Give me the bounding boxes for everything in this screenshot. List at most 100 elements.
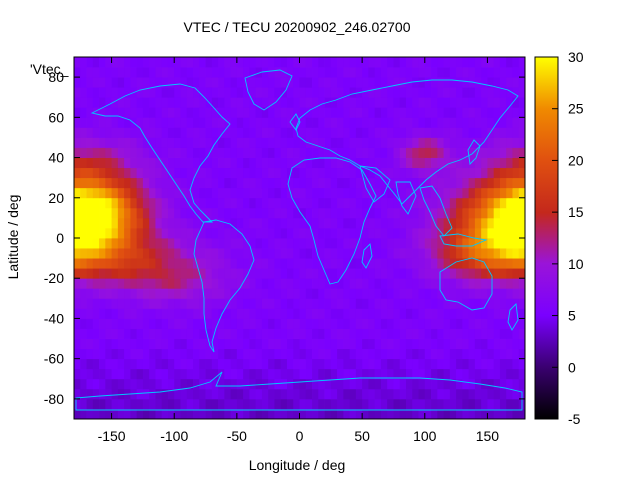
- heatmap-cell: [374, 127, 382, 138]
- heatmap-cell: [199, 137, 206, 148]
- heatmap-cell: [462, 238, 470, 249]
- heatmap-cell: [299, 227, 307, 239]
- heatmap-cell: [318, 97, 325, 108]
- heatmap-cell: [193, 268, 200, 279]
- heatmap-cell: [136, 127, 144, 138]
- heatmap-cell: [368, 157, 376, 169]
- heatmap-cell: [324, 227, 332, 239]
- colorbar-tick-label: -5: [568, 411, 581, 427]
- heatmap-cell: [512, 97, 520, 108]
- heatmap-cell: [468, 248, 476, 259]
- heatmap-cell: [261, 87, 269, 98]
- heatmap-cell: [211, 318, 219, 329]
- heatmap-cell: [136, 57, 144, 68]
- heatmap-cell: [318, 238, 325, 249]
- indonesia-coast: [439, 233, 488, 247]
- heatmap-cell: [368, 308, 376, 319]
- heatmap-cell: [449, 248, 457, 259]
- y-tick-label: -20: [44, 270, 64, 286]
- heatmap-cell: [117, 268, 125, 279]
- heatmap-cell: [224, 258, 231, 269]
- heatmap-cell: [280, 117, 288, 128]
- heatmap-cell: [274, 117, 282, 128]
- heatmap-cell: [142, 167, 150, 179]
- heatmap-cell: [218, 177, 225, 189]
- heatmap-cell: [456, 348, 463, 360]
- heatmap-cell: [224, 77, 231, 88]
- heatmap-cell: [343, 348, 351, 360]
- heatmap-cell: [431, 388, 438, 400]
- heatmap-cell: [474, 97, 482, 108]
- heatmap-cell: [349, 388, 357, 400]
- heatmap-cell: [261, 77, 269, 88]
- heatmap-cell: [111, 137, 119, 148]
- heatmap-cell: [330, 127, 338, 138]
- heatmap-cell: [249, 338, 257, 350]
- heatmap-cell: [199, 107, 206, 118]
- heatmap-cell: [481, 248, 488, 259]
- heatmap-cell: [437, 227, 444, 239]
- heatmap-cell: [167, 388, 175, 400]
- heatmap-cell: [111, 238, 119, 249]
- heatmap-cell: [437, 248, 444, 259]
- heatmap-cell: [149, 117, 156, 128]
- heatmap-cell: [111, 338, 119, 350]
- heatmap-cell: [456, 207, 463, 219]
- heatmap-cell: [330, 57, 338, 68]
- heatmap-cell: [487, 238, 495, 249]
- heatmap-cell: [362, 87, 369, 98]
- heatmap-cell: [130, 167, 138, 179]
- heatmap-cell: [487, 157, 495, 169]
- heatmap-cell: [230, 238, 238, 249]
- heatmap-cell: [424, 348, 432, 360]
- heatmap-cell: [249, 268, 257, 279]
- heatmap-cell: [318, 57, 325, 68]
- heatmap-cell: [324, 248, 332, 259]
- heatmap-cell: [399, 177, 407, 189]
- heatmap-cell: [324, 77, 332, 88]
- heatmap-cell: [274, 288, 282, 299]
- heatmap-cell: [499, 308, 507, 319]
- heatmap-cell: [174, 57, 181, 68]
- new-zealand-coast: [507, 303, 519, 331]
- heatmap-cell: [142, 97, 150, 108]
- heatmap-cell: [274, 378, 282, 390]
- heatmap-cell: [255, 197, 263, 209]
- heatmap-cell: [130, 358, 138, 370]
- heatmap-cell: [161, 328, 169, 339]
- heatmap-cell: [424, 117, 432, 128]
- heatmap-cell: [412, 388, 419, 400]
- heatmap-cell: [380, 328, 388, 339]
- heatmap-cell: [493, 167, 501, 179]
- heatmap-cell: [324, 137, 332, 148]
- heatmap-cell: [161, 117, 169, 128]
- heatmap-cell: [437, 97, 444, 108]
- heatmap-cell: [199, 298, 206, 309]
- heatmap-cell: [167, 67, 175, 78]
- heatmap-cell: [130, 338, 138, 350]
- heatmap-cell: [243, 398, 250, 410]
- heatmap-cell: [105, 157, 112, 169]
- heatmap-cell: [293, 378, 300, 390]
- heatmap-cell: [512, 207, 520, 219]
- heatmap-cell: [249, 57, 257, 68]
- heatmap-cell: [293, 248, 300, 259]
- heatmap-cell: [443, 348, 451, 360]
- heatmap-cell: [243, 197, 250, 209]
- heatmap-cell: [431, 227, 438, 239]
- heatmap-cell: [374, 318, 382, 329]
- heatmap-cell: [149, 248, 156, 259]
- heatmap-cell: [155, 177, 163, 189]
- heatmap-field: [74, 57, 525, 419]
- heatmap-cell: [117, 207, 125, 219]
- heatmap-cell: [167, 318, 175, 329]
- heatmap-cell: [330, 258, 338, 269]
- heatmap-cell: [92, 77, 100, 88]
- heatmap-cell: [443, 207, 451, 219]
- heatmap-cell: [355, 318, 363, 329]
- heatmap-cell: [268, 288, 275, 299]
- heatmap-cell: [161, 238, 169, 249]
- heatmap-cell: [368, 388, 376, 400]
- heatmap-cell: [161, 167, 169, 179]
- heatmap-cell: [468, 398, 476, 410]
